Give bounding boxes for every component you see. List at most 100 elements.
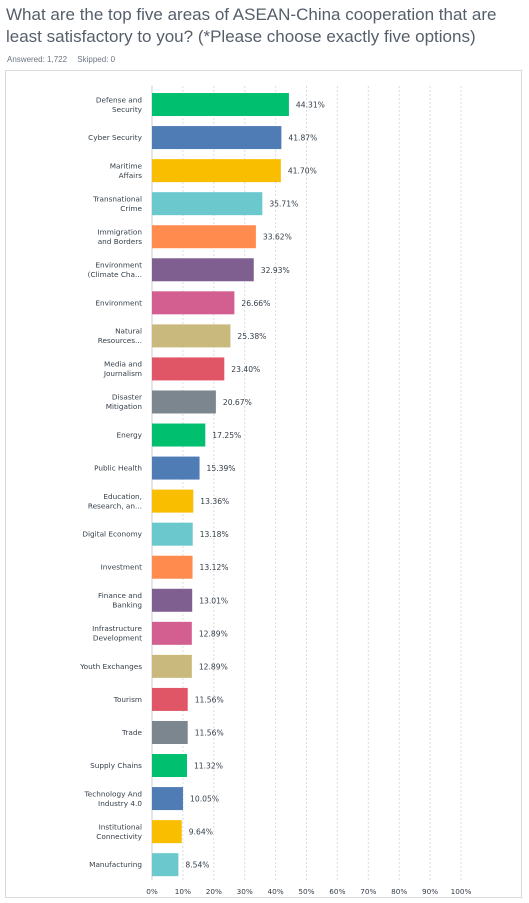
bar[interactable] — [152, 820, 182, 844]
response-stats: Answered: 1,722 Skipped: 0 — [7, 55, 123, 64]
bar[interactable] — [152, 258, 254, 282]
category-label: Energy — [116, 431, 142, 440]
bar-value-label: 41.87% — [288, 134, 317, 143]
category-label-line: Natural — [115, 327, 142, 336]
category-label: Cyber Security — [88, 133, 142, 142]
x-tick-label: 0% — [146, 887, 158, 896]
bar[interactable] — [152, 456, 200, 480]
category-label-line: Affairs — [119, 171, 143, 180]
category-label: Media and Journalism — [103, 360, 142, 379]
bar-value-label: 11.56% — [195, 695, 224, 704]
bar-value-label: 17.25% — [212, 431, 241, 440]
x-tick-label: 30% — [237, 887, 253, 896]
bar[interactable] — [152, 93, 289, 117]
bar-value-label: 11.56% — [195, 728, 224, 737]
bar[interactable] — [152, 126, 282, 150]
category-label-line: Defense and — [96, 95, 142, 104]
bar[interactable] — [152, 654, 192, 678]
bar[interactable] — [152, 720, 188, 744]
bar-value-label: 26.66% — [241, 299, 270, 308]
category-label: Investment — [101, 563, 142, 572]
category-label-line: Journalism — [103, 369, 142, 378]
category-label-line: Institutional — [99, 822, 142, 831]
category-label-line: Digital Economy — [82, 530, 142, 539]
bar[interactable] — [152, 489, 194, 513]
bar-value-label: 10.05% — [190, 795, 219, 804]
category-label: Immigration and Borders — [98, 227, 143, 246]
bar[interactable] — [152, 192, 263, 216]
category-label: Infrastructure Development — [92, 624, 142, 643]
category-label-line: Immigration — [98, 227, 142, 236]
category-label-line: Environment — [95, 261, 142, 270]
category-label: Education, Research, an... — [88, 492, 142, 511]
bar[interactable] — [152, 291, 235, 315]
category-label: Environment — [95, 298, 142, 307]
value-labels: 44.31% 41.87% 41.70% 35.71% 33.62% 32.93% 26.6… — [185, 101, 324, 870]
bar-value-label: 13.12% — [200, 563, 229, 572]
bar-value-label: 8.54% — [185, 861, 209, 870]
category-label-line: and Borders — [98, 237, 143, 246]
bar-value-label: 13.01% — [199, 596, 228, 605]
x-tick-label: 80% — [391, 887, 407, 896]
bar-value-label: 41.70% — [288, 167, 317, 176]
category-label: Public Health — [94, 464, 142, 473]
category-label-line: Security — [112, 105, 143, 114]
bar[interactable] — [152, 588, 193, 612]
category-label: Natural Resources... — [98, 327, 142, 346]
bar[interactable] — [152, 754, 187, 778]
category-label-line: Media and — [104, 360, 142, 369]
x-tick-label: 60% — [329, 887, 345, 896]
bar-value-label: 33.62% — [263, 233, 292, 242]
category-label-line: Mitigation — [106, 402, 142, 411]
x-tick-label: 10% — [175, 887, 191, 896]
category-label-line: Transnational — [92, 194, 142, 203]
category-label: Manufacturing — [89, 860, 142, 869]
bar-value-label: 25.38% — [237, 332, 266, 341]
x-tick-label: 100% — [451, 887, 472, 896]
bar-value-label: 15.39% — [207, 464, 236, 473]
category-label-line: Environment — [95, 298, 142, 307]
bar[interactable] — [152, 621, 192, 645]
bar[interactable] — [152, 687, 188, 711]
bar[interactable] — [152, 324, 231, 348]
category-label: Transnational Crime — [92, 194, 142, 213]
bar-value-label: 13.18% — [200, 530, 229, 539]
category-label-line: Disaster — [112, 393, 142, 402]
bars — [152, 93, 289, 877]
category-label-line: Connectivity — [96, 832, 142, 841]
bar[interactable] — [152, 390, 216, 414]
x-tick-label: 90% — [422, 887, 438, 896]
bar[interactable] — [152, 555, 193, 579]
bar[interactable] — [152, 853, 179, 877]
x-tick-label: 20% — [206, 887, 222, 896]
bar[interactable] — [152, 787, 184, 811]
bar[interactable] — [152, 357, 225, 381]
category-label-line: Resources... — [98, 336, 142, 345]
category-label: Maritime Affairs — [110, 161, 143, 180]
category-label-line: Youth Exchanges — [79, 662, 142, 671]
bar-value-label: 20.67% — [223, 398, 252, 407]
category-labels: Defense and Security Cyber Security Maritim… — [79, 95, 143, 869]
bar-value-label: 35.71% — [269, 200, 298, 209]
chart-card — [5, 70, 522, 898]
x-tick-label: 70% — [360, 887, 376, 896]
answered-count: Answered: 1,722 — [7, 55, 68, 64]
category-label: Digital Economy — [82, 530, 142, 539]
category-label-line: Development — [93, 634, 142, 643]
bar-value-label: 44.31% — [296, 101, 325, 110]
category-label: Defense and Security — [96, 95, 143, 114]
category-label-line: Trade — [121, 728, 142, 737]
category-label-line: Crime — [120, 204, 142, 213]
category-label-line: Tourism — [113, 695, 142, 704]
bar[interactable] — [152, 159, 281, 183]
category-label-line: Investment — [101, 563, 142, 572]
category-label: Disaster Mitigation — [106, 393, 142, 412]
bar[interactable] — [152, 423, 206, 447]
bar[interactable] — [152, 225, 256, 249]
grid-lines — [151, 86, 462, 880]
bar[interactable] — [152, 522, 193, 546]
category-label-line: Manufacturing — [89, 860, 142, 869]
category-label-line: Education, — [103, 492, 142, 501]
question-title: What are the top five areas of ASEAN-Chi… — [6, 5, 497, 46]
category-label-line: Maritime — [110, 161, 143, 170]
